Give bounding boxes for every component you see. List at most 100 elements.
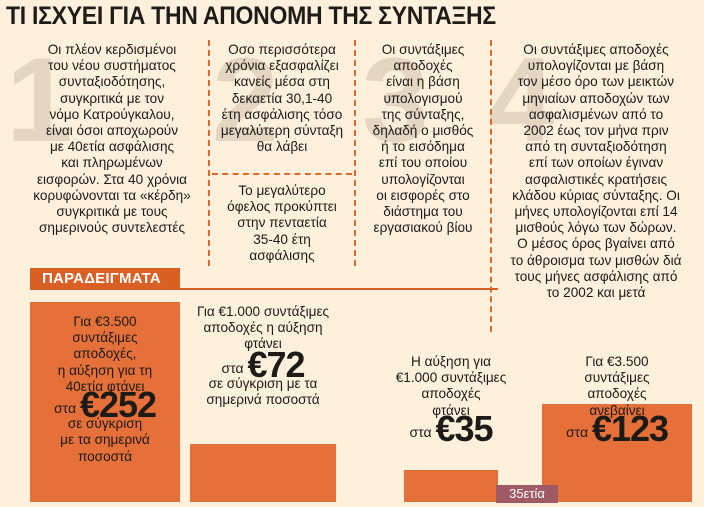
column-3-line: αποδοχές <box>393 58 453 74</box>
example-4-amount: €123 <box>591 407 669 449</box>
column-divider <box>354 40 356 266</box>
column-4-line: επί των οποίων έγιναν <box>528 155 664 171</box>
column-1-line: σημερινούς συντελεστές <box>39 220 185 236</box>
example-3-box <box>404 470 498 502</box>
example-2-outro-line: σημερινά ποσοστά <box>206 392 320 408</box>
example-1-box <box>30 302 180 502</box>
column-3-line: εργασιακού βίου <box>373 220 473 236</box>
column-1-line: και πληρωμένων <box>61 155 163 171</box>
column-4-line: Ο μέσος όρος βγαίνει από <box>517 236 675 252</box>
column-1-line: εισφορών. Στα 40 χρόνια <box>36 171 188 187</box>
example-4: Για €3.500 συντάξιμες αποδοχές ανεβαίνει στ… <box>542 354 692 446</box>
column-2-line: χρόνια εξασφαλίζει <box>225 58 339 74</box>
example-3-prefix: στα <box>409 423 432 440</box>
column-2-lower-line: στην πενταετία <box>237 215 327 231</box>
example-4-intro-line: Για €3.500 <box>585 354 649 369</box>
example-4-intro-line: αποδοχές <box>587 386 647 402</box>
column-3-line: της σύνταξης, <box>381 106 465 122</box>
column-2-line: θα λάβει <box>256 139 308 155</box>
page-title: ΤΙ ΙΣΧΥΕΙ ΓΙΑ ΤΗΝ ΑΠΟΝΟΜΗ ΤΗΣ ΣΥΝΤΑΞΗΣ <box>6 2 496 30</box>
column-1-line: του νέου συστήματος <box>48 58 176 74</box>
example-4-intro-line: ανεβαίνει <box>589 402 645 418</box>
column-2-text-lower: Το μεγαλύτερο όφελος προκύπτει στην πενταε… <box>214 183 350 264</box>
example-3-intro-line: φτάνει <box>432 402 470 418</box>
example-2-prefix: στα <box>221 359 244 376</box>
column-4-line: Οι συντάξιμες αποδοχές <box>523 42 669 57</box>
background-number-4: 4 <box>488 33 555 167</box>
column-4-line: μηνιαίων αποδοχών των <box>522 90 670 106</box>
column-divider <box>490 40 492 332</box>
column-3-line: Οι συντάξιμες <box>381 42 465 57</box>
column-3-line: είναι η βάση <box>386 74 460 90</box>
example-2-intro-line: φτάνει <box>244 336 282 352</box>
example-4-box <box>542 404 692 502</box>
example-4-prefix: στα <box>565 423 589 440</box>
column-1-line: συγκριτικά με τους <box>56 204 168 220</box>
example-3: Η αύξηση για €1.000 συντάξιμες αποδοχές φτά… <box>380 354 522 446</box>
column-1-line: Οι πλέον κερδισμένοι <box>47 42 177 57</box>
column-1-line: νόμο Κατρούγκαλου, <box>49 106 175 122</box>
column-2-lower-line: ασφάλισης <box>249 247 315 263</box>
column-1-line: συγκριτικά με τον <box>59 90 165 106</box>
example-3-amount: €35 <box>435 407 493 449</box>
example-1-intro-line: Για €3.500 <box>73 314 137 329</box>
column-divider <box>208 40 210 266</box>
example-1-intro-line: 40ετία φτάνει <box>65 378 145 394</box>
column-divider <box>212 173 352 175</box>
example-2-intro-line: Για €1.000 συντάξιμες <box>196 304 330 319</box>
example-2-intro-line: αποδοχές η αύξηση <box>203 320 323 336</box>
column-2-line: Οσο περισσότερα <box>228 42 336 57</box>
column-2-lower-line: Το μεγαλύτερο <box>238 183 326 198</box>
example-1-amount: €252 <box>79 384 157 426</box>
column-4-line: μήνες υπολογίζονται επί 14 <box>514 204 678 220</box>
column-4-line: τον μέσο όρο των μεικτών <box>517 74 675 90</box>
background-number-1: 1 <box>6 33 73 167</box>
column-3-line: ή το εισόδημα <box>381 139 465 155</box>
column-2-line: κανείς μέσα στη <box>234 74 330 90</box>
column-1-line: συνταξιοδότησης, <box>58 74 166 90</box>
column-3-line: διάστημα του <box>383 204 463 220</box>
column-2-line: μεγαλύτερη σύνταξη <box>220 123 344 139</box>
example-1-outro-line: σε σύγκριση <box>67 416 143 432</box>
column-3-line: οι εισφορές στο <box>376 187 470 203</box>
column-4-line: το άθροισμα των μισθών διά <box>510 252 682 268</box>
column-4-line: ασφαλιστικές κρατήσεις <box>524 171 668 187</box>
example-2-box <box>190 444 336 502</box>
column-4-line: ασφαλισμένων από το <box>528 106 664 122</box>
column-4-line: τους μήνες ασφάλισης από <box>514 268 678 284</box>
column-4-line: υπολογίζονται με βάση <box>527 58 665 74</box>
column-4-line: 2002 έως τον μήνα πριν <box>523 123 669 139</box>
background-number-2: 2 <box>212 33 279 167</box>
example-2: Για €1.000 συντάξιμες αποδοχές η αύξηση φτ… <box>184 304 342 408</box>
examples-heading: ΠΑΡΑΔΕΙΓΜΑΤΑ <box>30 268 180 290</box>
example-1-outro-line: ποσοστά <box>77 448 133 464</box>
column-3-line: επί του οποίου <box>378 155 468 171</box>
column-2-text: Οσο περισσότερα χρόνια εξασφαλίζει κανείς … <box>214 42 350 155</box>
column-4-line: το 2002 και μετά <box>546 285 646 301</box>
example-2-amount: €72 <box>247 343 305 385</box>
column-1-text: Οι πλέον κερδισμένοι του νέου συστήματος σ… <box>18 42 206 236</box>
column-2-line: έτη ασφάλισης τόσο <box>221 106 343 122</box>
example-3-intro-line: Η αύξηση για <box>411 354 491 369</box>
column-1-line: με 40ετία ασφάλισης <box>49 139 175 155</box>
column-3-text: Οι συντάξιμες αποδοχές είναι η βάση υπολογι… <box>358 42 488 236</box>
example-1-intro-line: η αύξηση για τη <box>57 362 153 378</box>
example-1-intro-line: συντάξιμες <box>72 330 138 346</box>
column-1-line: κορυφώνονται τα «κέρδη» <box>33 187 191 203</box>
column-4-text: Οι συντάξιμες αποδοχές υπολογίζονται με β… <box>492 42 700 301</box>
column-3-line: υπολογίζονται <box>381 171 465 187</box>
example-1: Για €3.500 συντάξιμες αποδοχές, η αύξηση γι… <box>32 314 178 465</box>
examples-rule <box>30 288 498 290</box>
example-2-outro-line: σε σύγκριση με τα <box>208 375 318 391</box>
column-2-line: δεκαετία 30,1-40 <box>231 90 333 106</box>
column-2-lower-line: 35-40 έτη <box>253 231 311 247</box>
example-3-intro-line: αποδοχές <box>421 386 481 402</box>
background-number-3: 3 <box>362 33 429 167</box>
column-1-line: είναι όσοι αποχωρούν <box>46 123 178 139</box>
example-1-outro-line: με τα σημερινά <box>60 432 150 448</box>
column-4-line: από τη συνταξιοδότηση <box>525 139 667 155</box>
period-bar-label: 35ετία <box>496 485 558 503</box>
column-3-line: υπολογισμού <box>383 90 463 106</box>
example-3-intro-line: €1.000 συντάξιμες <box>395 370 507 386</box>
example-4-intro-line: συντάξιμες <box>584 370 650 386</box>
